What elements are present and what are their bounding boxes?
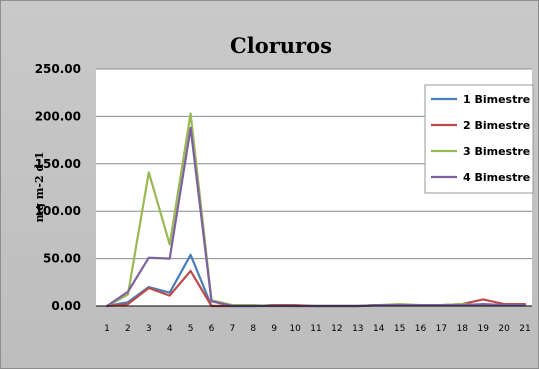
x-tick-label: 11 (310, 324, 321, 334)
y-tick-label: 200.00 (35, 109, 81, 123)
y-axis-ticks: 0.00 50.00 100.00 150.00 200.00 250.00 (35, 62, 81, 313)
x-tick-label: 3 (146, 324, 152, 334)
x-tick-label: 4 (167, 324, 173, 334)
x-tick-label: 13 (352, 324, 363, 334)
legend-label: 3 Bimestre (463, 145, 530, 158)
legend-box (424, 84, 534, 194)
legend-label: 4 Bimestre (463, 171, 530, 184)
x-tick-label: 16 (415, 324, 427, 334)
x-tick-label: 18 (457, 324, 469, 334)
x-tick-label: 10 (289, 324, 301, 334)
x-tick-label: 2 (125, 324, 131, 334)
x-tick-label: 7 (230, 324, 236, 334)
x-tick-label: 8 (250, 324, 256, 334)
x-tick-label: 15 (394, 324, 405, 334)
legend-label: 1 Bimestre (463, 93, 530, 106)
x-tick-label: 19 (477, 324, 489, 334)
legend-label: 2 Bimestre (463, 119, 530, 132)
x-tick-label: 20 (498, 324, 510, 334)
x-axis-ticks: 1 2 3 4 5 6 7 8 9 10 11 12 13 14 15 16 17 18 19 20 21 (104, 324, 531, 334)
y-tick-label: 50.00 (43, 252, 81, 266)
x-tick-label: 12 (331, 324, 342, 334)
y-axis-label: mg m-2 d-1 (33, 152, 46, 223)
y-tick-label: 250.00 (35, 62, 81, 76)
y-tick-label: 150.00 (35, 157, 81, 171)
legend: 1 Bimestre 2 Bimestre 3 Bimestre 4 Bimestre (424, 84, 534, 194)
x-tick-label: 6 (209, 324, 215, 334)
y-tick-label: 100.00 (35, 204, 81, 218)
x-tick-label: 5 (188, 324, 194, 334)
chart-title: Cloruros (230, 33, 332, 58)
x-tick-label: 9 (271, 324, 277, 334)
x-tick-label: 17 (436, 324, 447, 334)
x-tick-label: 14 (373, 324, 385, 334)
x-tick-label: 1 (104, 324, 110, 334)
y-tick-label: 0.00 (51, 299, 81, 313)
x-tick-label: 21 (519, 324, 530, 334)
